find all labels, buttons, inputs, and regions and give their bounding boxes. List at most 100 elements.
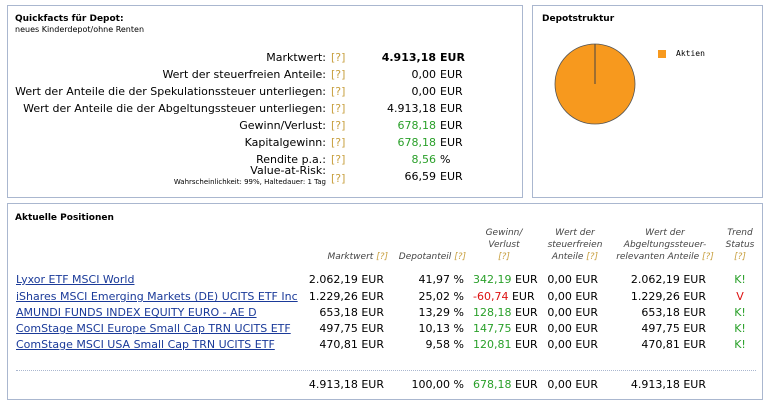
quickfacts-panel: Quickfacts für Depot: neues Kinderdepot/…: [7, 5, 523, 198]
gewinn-unit: EUR: [515, 322, 538, 335]
pie-chart: [554, 43, 636, 125]
quickfacts-subtitle: neues Kinderdepot/ohne Renten: [15, 25, 145, 34]
quickfacts-row: Wert der Anteile die der Abgeltungssteue…: [8, 102, 528, 119]
quickfacts-note: Wahrscheinlichkeit: 99%, Haltedauer: 1 T…: [173, 178, 326, 186]
position-anteil: 25,02 %: [418, 290, 464, 303]
position-gewinn: -60,74 EUR: [473, 290, 535, 303]
quickfacts-label: Value-at-Risk:: [250, 164, 326, 177]
position-steuerfrei: 0,00 EUR: [547, 306, 598, 319]
position-name-link[interactable]: AMUNDI FUNDS INDEX EQUITY EURO - AE D: [16, 306, 257, 319]
hint-link[interactable]: [?]: [498, 252, 510, 262]
hint-link[interactable]: [?]: [331, 172, 346, 185]
hint-link[interactable]: [?]: [331, 136, 346, 149]
position-anteil: 9,58 %: [425, 338, 464, 351]
hint-link[interactable]: [?]: [331, 51, 346, 64]
hint-link[interactable]: [?]: [376, 252, 388, 262]
quickfacts-value: 4.913,18: [387, 102, 436, 115]
quickfacts-unit: EUR: [440, 85, 463, 98]
position-marktwert: 470,81 EUR: [319, 338, 384, 351]
quickfacts-value: 0,00: [411, 68, 437, 81]
position-abgeltung: 1.229,26 EUR: [630, 290, 706, 303]
total-marktwert: 4.913,18 EUR: [308, 378, 384, 391]
quickfacts-row: Wert der Anteile die der Spekulationsste…: [8, 85, 528, 102]
position-abgeltung: 2.062,19 EUR: [630, 273, 706, 286]
col-header-trend: Trend Status [?]: [718, 227, 762, 263]
position-anteil: 10,13 %: [418, 322, 464, 335]
gewinn-unit: EUR: [515, 338, 538, 351]
position-name-link[interactable]: Lyxor ETF MSCI World: [16, 273, 135, 286]
hint-link[interactable]: [?]: [586, 252, 599, 262]
position-name-link[interactable]: iShares MSCI Emerging Markets (DE) UCITS…: [16, 290, 298, 303]
positions-title: Aktuelle Positionen: [15, 213, 114, 223]
total-abgeltung: 4.913,18 EUR: [630, 378, 706, 391]
position-abgeltung: 653,18 EUR: [641, 306, 706, 319]
divider: [16, 370, 756, 371]
quickfacts-label: Marktwert:: [266, 51, 326, 64]
quickfacts-unit: EUR: [440, 136, 463, 149]
position-gewinn: 128,18 EUR: [473, 306, 538, 319]
position-steuerfrei: 0,00 EUR: [547, 290, 598, 303]
position-marktwert: 653,18 EUR: [319, 306, 384, 319]
total-gewinn: 678,18 EUR: [473, 378, 538, 391]
legend-swatch: [658, 50, 666, 58]
trend-status: K!: [734, 338, 746, 351]
gewinn-value: 147,75: [473, 322, 512, 335]
quickfacts-label: Wert der steuerfreien Anteile:: [162, 68, 326, 81]
hint-link[interactable]: [?]: [331, 102, 346, 115]
quickfacts-unit: EUR: [440, 51, 465, 64]
quickfacts-label: Gewinn/Verlust:: [239, 119, 326, 132]
position-steuerfrei: 0,00 EUR: [547, 273, 598, 286]
position-marktwert: 1.229,26 EUR: [308, 290, 384, 303]
gewinn-value: 120,81: [473, 338, 512, 351]
quickfacts-value: 678,18: [397, 119, 437, 132]
hint-link[interactable]: [?]: [331, 119, 346, 132]
quickfacts-row: Kapitalgewinn: [?] 678,18 EUR: [8, 136, 528, 153]
hint-link[interactable]: [?]: [331, 85, 346, 98]
position-steuerfrei: 0,00 EUR: [547, 322, 598, 335]
depotstruktur-title: Depotstruktur: [542, 14, 615, 24]
hint-link[interactable]: [?]: [701, 252, 714, 262]
quickfacts-row: Value-at-Risk: [?] 66,59 EUR Wahrscheinlichk…: [8, 164, 528, 187]
depotstruktur-panel: Depotstruktur Aktien: [532, 5, 763, 198]
position-abgeltung: 470,81 EUR: [641, 338, 706, 351]
gewinn-value: 128,18: [473, 306, 512, 319]
quickfacts-unit: EUR: [440, 170, 463, 183]
quickfacts-label: Wert der Anteile die der Abgeltungssteue…: [23, 102, 326, 115]
quickfacts-unit: EUR: [440, 68, 463, 81]
position-marktwert: 497,75 EUR: [319, 322, 384, 335]
quickfacts-value: 66,59: [404, 170, 437, 183]
quickfacts-value: 678,18: [397, 136, 437, 149]
quickfacts-value: 0,00: [411, 85, 437, 98]
hint-link[interactable]: [?]: [734, 252, 746, 262]
col-header-depotanteil: Depotanteil [?]: [398, 252, 466, 262]
col-header-gewinn: Gewinn/ Verlust [?]: [474, 227, 534, 263]
gewinn-unit: EUR: [515, 306, 538, 319]
quickfacts-value: 4.913,18: [381, 51, 436, 64]
position-steuerfrei: 0,00 EUR: [547, 338, 598, 351]
total-steuerfrei: 0,00 EUR: [547, 378, 598, 391]
quickfacts-unit: EUR: [440, 119, 463, 132]
position-gewinn: 147,75 EUR: [473, 322, 538, 335]
quickfacts-label: Kapitalgewinn:: [244, 136, 326, 149]
hint-link[interactable]: [?]: [454, 252, 466, 262]
trend-status: K!: [734, 322, 746, 335]
position-anteil: 41,97 %: [418, 273, 464, 286]
quickfacts-row: Wert der steuerfreien Anteile: [?] 0,00 EUR: [8, 68, 528, 85]
hint-link[interactable]: [?]: [331, 153, 346, 166]
gewinn-unit: EUR: [511, 290, 535, 303]
quickfacts-value: 8,56: [411, 153, 437, 166]
position-name-link[interactable]: ComStage MSCI USA Small Cap TRN UCITS ET…: [16, 338, 275, 351]
col-header-abgeltung: Wert der Abgeltungssteuer- relevanten An…: [616, 228, 714, 262]
hint-link[interactable]: [?]: [331, 68, 346, 81]
quickfacts-row: Gewinn/Verlust: [?] 678,18 EUR: [8, 119, 528, 136]
gewinn-unit: EUR: [515, 273, 538, 286]
legend-label: Aktien: [676, 49, 705, 58]
quickfacts-unit: EUR: [440, 102, 463, 115]
col-header-marktwert: Marktwert [?]: [327, 252, 388, 262]
position-name-link[interactable]: ComStage MSCI Europe Small Cap TRN UCITS…: [16, 322, 291, 335]
positions-panel: Aktuelle Positionen Marktwert [?] Depota…: [7, 203, 763, 400]
gewinn-value: 342,19: [473, 273, 512, 286]
position-anteil: 13,29 %: [418, 306, 464, 319]
trend-status: K!: [734, 306, 746, 319]
total-anteil: 100,00 %: [411, 378, 464, 391]
